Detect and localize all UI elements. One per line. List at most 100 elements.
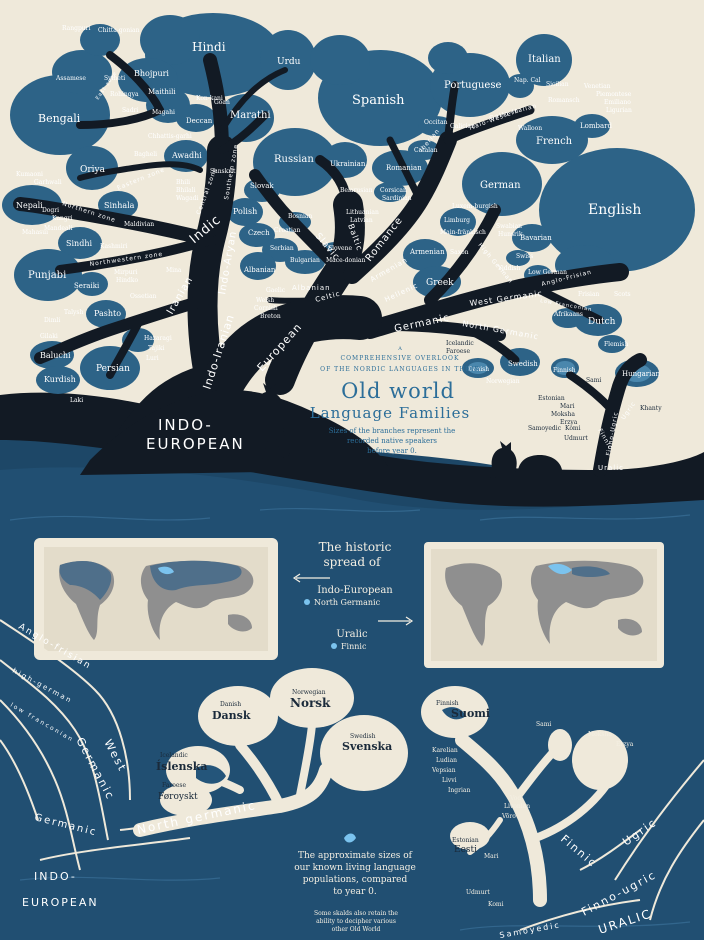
ural-sami: Sami <box>536 721 551 728</box>
lang-armenian: Armenian <box>409 248 445 256</box>
lang-garhwali: Garhwali <box>34 179 62 186</box>
lang-welsh: Welsh <box>256 297 274 304</box>
lang-luri: Luri <box>146 355 159 362</box>
ural-voro: Võro <box>501 813 516 820</box>
ural-mari: Mari <box>484 853 499 860</box>
map-uralic <box>424 542 664 668</box>
spread-ie: Indo-European <box>317 585 393 596</box>
lang-mahasui: Mahasui <box>22 229 48 236</box>
lang-corsican: Corsican <box>380 187 407 194</box>
canopy <box>2 13 695 394</box>
lang-greek: Greek <box>426 278 454 288</box>
lang-dogri: Dogri <box>42 207 59 214</box>
label-albanian: Albanian <box>292 284 331 292</box>
lang-moksha: Moksha <box>551 411 575 418</box>
lang-serbian: Serbian <box>270 245 294 252</box>
lang-bhili: Bhili <box>176 179 190 186</box>
lang-talysh: Talysh <box>64 309 84 316</box>
lang-maldivian: Maldivian <box>124 221 154 228</box>
lang-mandeali: Mandeali <box>44 225 72 232</box>
lang-hungarian: Hungarian <box>622 370 661 378</box>
title-main-1: Old world <box>341 379 455 403</box>
lang-chittagonian: Chitta-gonian <box>98 27 140 34</box>
ural-ingrian: Ingrian <box>448 787 470 794</box>
ural-labels: Finnish Suomi Estonian Eesti Karelian Lu… <box>431 700 634 908</box>
lang-seraiki: Seraiki <box>74 282 100 290</box>
lang-nepali: Nepali <box>16 201 43 210</box>
ural-estonian-big: Eesti <box>454 845 477 855</box>
lang-rohingya: Rohingya <box>110 91 139 98</box>
lang-oriya: Oriya <box>80 165 106 175</box>
lang-ukrainian: Ukrainian <box>330 160 366 168</box>
lang-goan: Goan <box>214 99 230 106</box>
lang-marathi: Marathi <box>230 110 271 121</box>
lang-dutch: Dutch <box>588 317 616 327</box>
lang-piemontese: Piemontese <box>596 91 632 98</box>
cat-silhouettes <box>253 383 562 478</box>
lang-catalan: Catalan <box>414 147 438 154</box>
ural-finnish-big: Suomi <box>451 707 490 720</box>
lang-maithili: Maithili <box>148 88 176 96</box>
lang-kashmiri: Kashmiri <box>100 243 127 250</box>
ural-livonian: Livonian <box>504 803 530 810</box>
lang-sami: Sami <box>586 377 601 384</box>
lang-tajiki: Tajiki <box>148 345 165 352</box>
lang-gaelic: Gaelic <box>266 287 286 294</box>
ural-komi: Komi <box>488 901 504 908</box>
lang-lithuanian: Lithuanian <box>346 209 379 216</box>
cat-on-trunk <box>253 383 290 460</box>
spread-finnic: Finnic <box>341 642 367 651</box>
lang-wagadi: Wagadi <box>176 195 198 202</box>
lang-slovene: Slovene <box>328 245 352 252</box>
lang-polish: Polish <box>233 207 257 216</box>
ural-ludian: Ludian <box>436 757 457 764</box>
lang-frisian: Frisian <box>578 291 600 298</box>
spread-heading-1: The historic <box>319 540 392 554</box>
ng-dot <box>304 599 310 605</box>
lang-luxembourgish: Luxem-burgish <box>452 203 498 210</box>
finnish-highlight <box>442 707 466 720</box>
ng-spread-left <box>158 566 174 575</box>
lang-swabian: Swabian <box>496 223 522 230</box>
lang-chhattisgarhi: Chhattis-garhi <box>148 133 192 140</box>
nordic-icelandic-big: Íslenska <box>156 759 207 773</box>
river-indo: INDO- <box>34 870 77 883</box>
lang-khanty: Khanty <box>640 405 662 412</box>
river-branches-left <box>0 619 291 871</box>
trunk-base <box>80 389 390 475</box>
lang-hazaragi: Hazaragi <box>144 335 172 342</box>
title-sub-1: Sizes of the branches represent the <box>329 427 456 435</box>
lang-yiddish: Yiddish <box>497 265 520 272</box>
lang-kangri: Kangri <box>52 215 73 222</box>
lang-saxon: Saxon <box>450 249 469 256</box>
lang-dimli: Dimli <box>44 317 60 324</box>
nordic-danish-big: Dansk <box>212 709 251 722</box>
lang-emiliano: Emiliano <box>604 99 631 106</box>
ie-spread-left <box>59 560 242 600</box>
lang-udmurt: Udmurt <box>564 435 588 442</box>
label-uralic: Uralic <box>598 464 624 472</box>
lang-bengali: Bengali <box>38 112 81 125</box>
lang-pashto: Pashto <box>94 309 121 318</box>
lang-bhojpuri: Bhojpuri <box>134 69 169 78</box>
nordic-norwegian-small: Norwegian <box>292 689 326 696</box>
river-branches-right <box>519 759 704 931</box>
arrow-left-head <box>292 573 301 583</box>
lang-mina: Mina <box>166 267 182 274</box>
title-sub-3: before year 0. <box>367 447 417 455</box>
lang-english: English <box>588 202 641 218</box>
spread-uralic: Uralic <box>336 629 368 640</box>
lang-laki: Laki <box>70 397 83 404</box>
lang-komi: Komi <box>565 425 581 432</box>
finnic-spread-right <box>548 563 572 575</box>
notes: The approximate sizes of our known livin… <box>294 833 416 933</box>
lang-sanskrit: Sanskrit <box>210 168 236 175</box>
nordic-faroese-small: Faroese <box>162 782 186 789</box>
lang-sindhi: Sindhi <box>66 239 92 248</box>
lang-walloon: Walloon <box>518 125 542 132</box>
lang-italian: Italian <box>528 54 561 65</box>
spread-heading-2: spread of <box>324 555 383 569</box>
lang-spanish: Spanish <box>352 93 405 108</box>
note-skalds-2: ability to decipher various <box>316 918 396 925</box>
lang-ligurian: Ligurian <box>606 107 632 114</box>
